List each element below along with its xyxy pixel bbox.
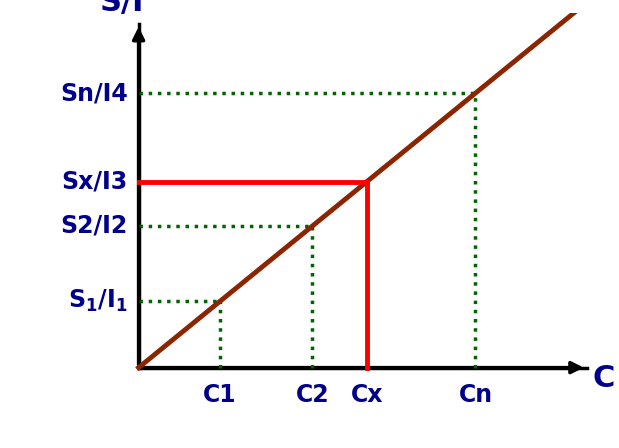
Text: Sx/I3: Sx/I3 bbox=[61, 170, 128, 194]
Text: C: C bbox=[592, 364, 615, 393]
Text: C1: C1 bbox=[203, 383, 237, 407]
Text: Cx: Cx bbox=[350, 383, 383, 407]
Text: $\mathbf{S_1/I_1}$: $\mathbf{S_1/I_1}$ bbox=[68, 288, 128, 314]
Text: Cn: Cn bbox=[459, 383, 493, 407]
Text: C2: C2 bbox=[296, 383, 329, 407]
Text: S2/I2: S2/I2 bbox=[61, 214, 128, 238]
Text: Sn/I4: Sn/I4 bbox=[60, 81, 128, 105]
Text: S/I: S/I bbox=[100, 0, 145, 17]
